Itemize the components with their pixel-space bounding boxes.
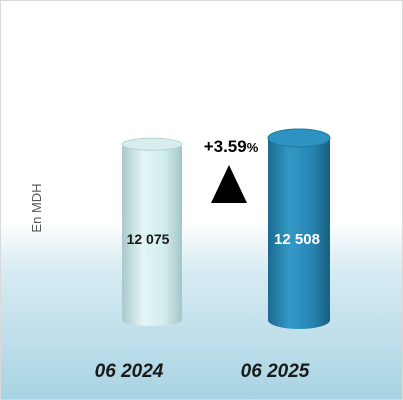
- change-value: +3.59: [204, 137, 247, 156]
- bars-layer: [121, 128, 331, 329]
- bar-2024: [121, 137, 183, 326]
- bar-2025-body: [268, 138, 330, 329]
- up-arrow-icon: [211, 165, 247, 203]
- change-unit: %: [247, 140, 259, 155]
- data-label-2024: 12 075: [127, 231, 170, 247]
- change-annotation: +3.59%: [204, 137, 259, 156]
- bar-2025: [267, 128, 331, 329]
- bar-2024-body: [122, 144, 182, 326]
- category-label-2025: 06 2025: [241, 361, 310, 382]
- bar-2025-top: [267, 128, 331, 148]
- bar-2024-top: [121, 137, 183, 151]
- data-label-2025: 12 508: [274, 231, 320, 248]
- category-label-2024: 06 2024: [95, 361, 164, 382]
- y-axis-label: En MDH: [29, 183, 44, 232]
